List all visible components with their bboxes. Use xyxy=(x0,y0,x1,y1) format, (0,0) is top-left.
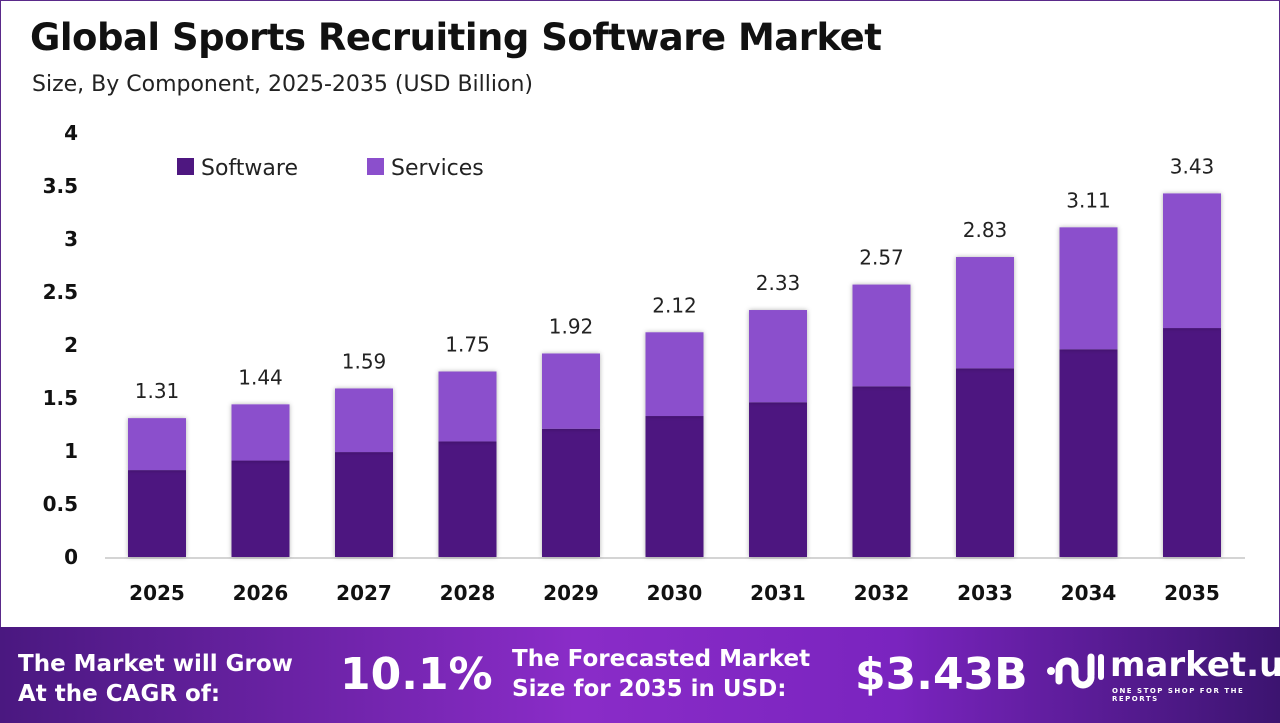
cagr-label-line2: At the CAGR of: xyxy=(18,681,221,707)
data-label-total: 1.59 xyxy=(342,349,387,373)
bar-software-2028 xyxy=(438,441,497,557)
bar-software-2025 xyxy=(128,470,186,557)
bar-software-2033 xyxy=(956,368,1014,557)
x-tick-label: 2031 xyxy=(750,581,806,605)
bar-services-2028 xyxy=(438,371,497,442)
forecast-label: The Forecasted Market Size for 2035 in U… xyxy=(512,644,810,704)
bar-services-2029 xyxy=(542,353,600,429)
y-tick-label: 1 xyxy=(64,439,78,463)
bar-services-2035 xyxy=(1163,193,1221,329)
x-tick-label: 2032 xyxy=(854,581,910,605)
data-label-total: 1.92 xyxy=(549,314,594,338)
bar-software-2030 xyxy=(645,416,704,557)
data-label-total: 1.75 xyxy=(445,333,490,357)
y-tick-label: 4 xyxy=(64,121,78,145)
data-label-total: 3.43 xyxy=(1170,154,1215,178)
forecast-label-line1: The Forecasted Market xyxy=(512,646,811,672)
bar-services-2034 xyxy=(1059,227,1118,350)
x-tick-label: 2033 xyxy=(957,581,1013,605)
data-label-total: 2.33 xyxy=(756,271,801,295)
x-tick-label: 2030 xyxy=(647,581,703,605)
x-tick-label: 2026 xyxy=(233,581,289,605)
bar-software-2031 xyxy=(749,402,807,557)
bar-services-2027 xyxy=(335,388,393,453)
x-tick-label: 2025 xyxy=(129,581,185,605)
x-tick-label: 2034 xyxy=(1061,581,1117,605)
cagr-value: 10.1% xyxy=(340,649,493,700)
data-label-total: 3.11 xyxy=(1066,188,1111,212)
bar-software-2027 xyxy=(335,452,393,557)
bar-software-2035 xyxy=(1163,328,1221,557)
forecast-label-line2: Size for 2035 in USD: xyxy=(512,676,787,702)
bar-services-2030 xyxy=(645,332,704,417)
cagr-label-line1: The Market will Grow xyxy=(18,651,293,677)
legend-label-services: Services xyxy=(391,156,484,181)
chart-title: Global Sports Recruiting Software Market xyxy=(30,16,882,59)
y-tick-label: 0 xyxy=(64,545,78,569)
chart-subtitle: Size, By Component, 2025-2035 (USD Billi… xyxy=(32,72,533,97)
forecast-value: $3.43B xyxy=(855,649,1028,700)
bar-services-2032 xyxy=(852,284,911,387)
y-tick-label: 2 xyxy=(64,333,78,357)
x-tick-label: 2029 xyxy=(543,581,599,605)
y-tick-label: 3 xyxy=(64,227,78,251)
bar-software-2029 xyxy=(542,428,600,557)
bar-software-2034 xyxy=(1059,349,1118,557)
legend-swatch-software xyxy=(177,158,194,175)
y-tick-label: 3.5 xyxy=(43,174,78,198)
bar-services-2026 xyxy=(231,404,290,461)
data-label-total: 1.31 xyxy=(135,379,180,403)
y-tick-label: 0.5 xyxy=(43,492,78,516)
legend-swatch-services xyxy=(367,158,384,175)
brand-tagline: ONE STOP SHOP FOR THE REPORTS xyxy=(1112,687,1245,703)
stacked-bar-chart: 0 0.5 1 1.5 2 2.5 3 3.5 4 1.31 2025 1.44 2026 1.59 202… xyxy=(43,121,1245,605)
y-tick-label: 1.5 xyxy=(43,386,78,410)
bar-software-2032 xyxy=(852,386,911,557)
data-label-total: 2.83 xyxy=(963,218,1008,242)
bar-software-2026 xyxy=(231,460,290,557)
data-label-total: 2.12 xyxy=(652,293,697,317)
cagr-label: The Market will Grow At the CAGR of: xyxy=(18,649,293,709)
legend-label-software: Software xyxy=(201,156,298,181)
market-us-logo-icon xyxy=(1047,653,1104,689)
bar-services-2033 xyxy=(956,257,1014,369)
y-tick-label: 2.5 xyxy=(43,280,78,304)
x-tick-label: 2028 xyxy=(440,581,496,605)
data-label-total: 1.44 xyxy=(238,365,283,389)
x-tick-label: 2027 xyxy=(336,581,392,605)
brand-name: market.us xyxy=(1110,645,1280,685)
bar-services-2031 xyxy=(749,310,807,403)
bar-services-2025 xyxy=(128,418,186,471)
footer-banner: The Market will Grow At the CAGR of: 10.… xyxy=(0,627,1280,723)
data-label-total: 2.57 xyxy=(859,246,904,270)
x-tick-label: 2035 xyxy=(1164,581,1220,605)
